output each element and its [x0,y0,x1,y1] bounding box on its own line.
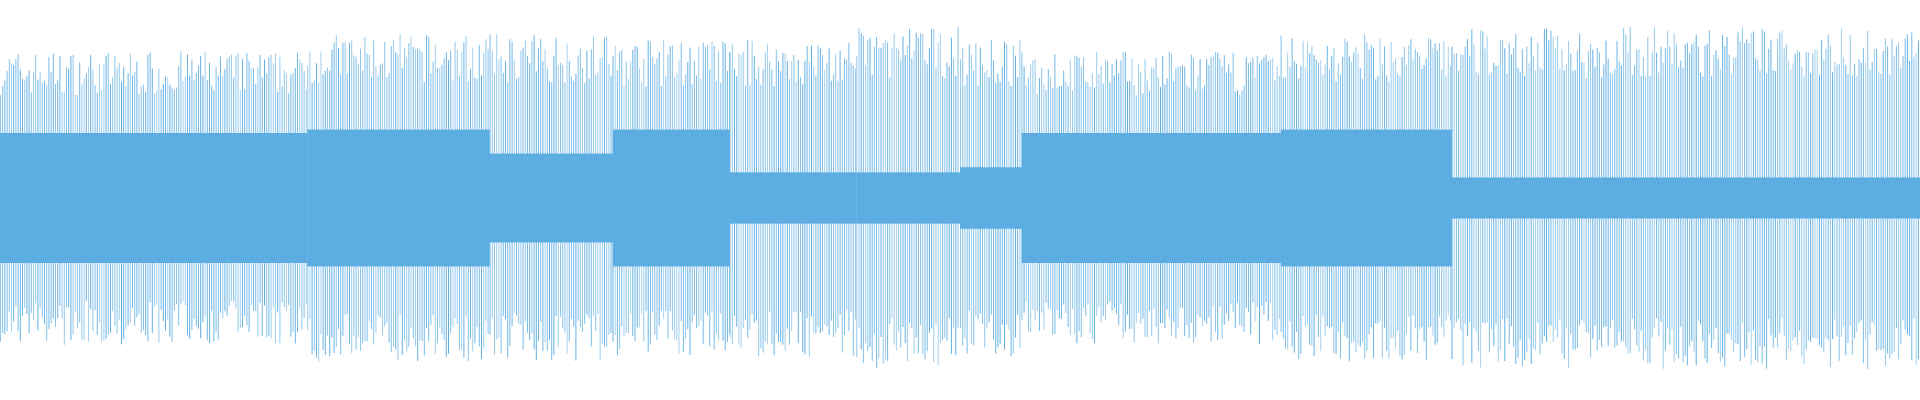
waveform-core [0,133,308,263]
waveform-core [729,172,857,224]
waveform-core [1280,129,1452,267]
waveform-core [1451,177,1920,219]
